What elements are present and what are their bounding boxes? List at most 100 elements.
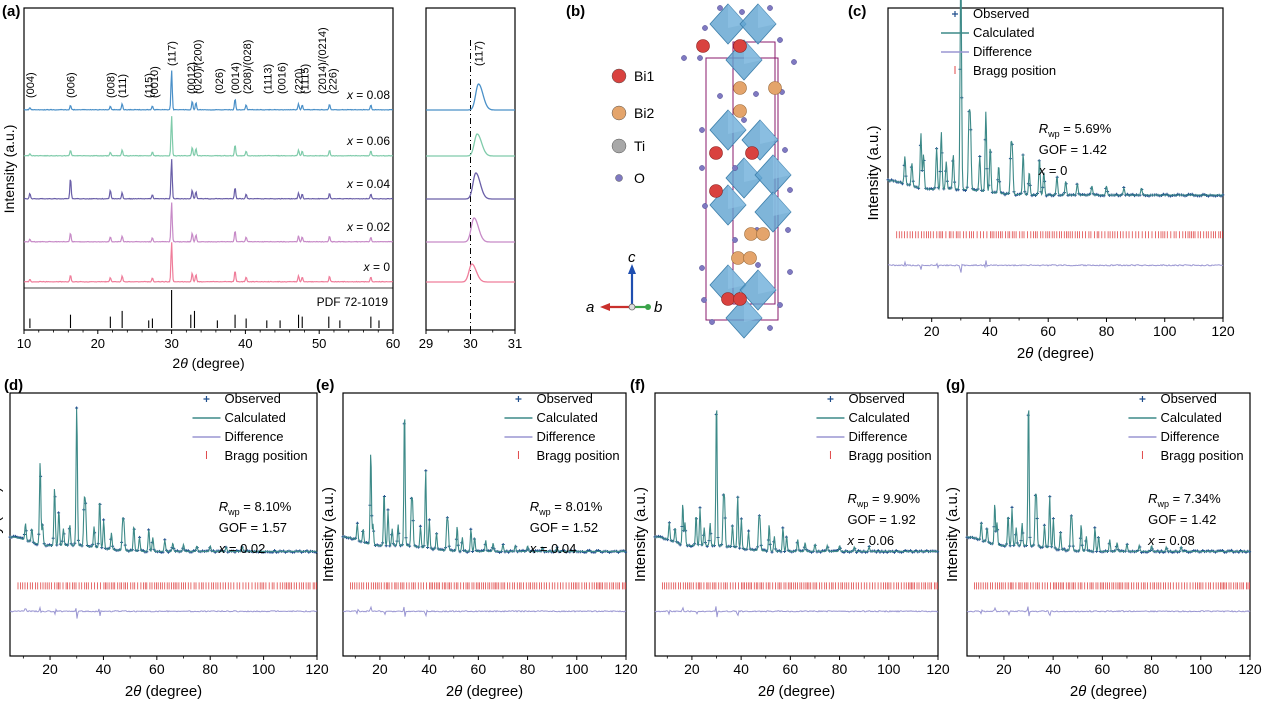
panel-f-legend-observed-label: Observed bbox=[848, 391, 904, 406]
panel-label-f: (f) bbox=[630, 377, 645, 394]
panel-f-rwp-text: Rwp = 9.90% bbox=[847, 491, 920, 509]
panel-d-legend-difference-label: Difference bbox=[224, 429, 283, 444]
panel-a-series-line bbox=[23, 242, 393, 283]
panel-d-gof-text: GOF = 1.57 bbox=[219, 520, 287, 535]
panel-f-x-text: x = 0.06 bbox=[846, 533, 894, 548]
panel-a-peak-label: (004) bbox=[25, 72, 37, 98]
panel-e-legend-difference-label: Difference bbox=[536, 429, 595, 444]
panel-c-difference-line bbox=[887, 260, 1224, 273]
panel-d-xtick-label: 120 bbox=[305, 661, 329, 677]
panel-f-xtick-label: 60 bbox=[783, 661, 799, 677]
panel-a-peak-label: (0016) bbox=[277, 62, 289, 94]
tio6-octahedron-face bbox=[744, 40, 762, 64]
panel-a-peak-label: (006) bbox=[65, 72, 77, 98]
oxygen-atom bbox=[791, 59, 797, 65]
tio6-octahedron-face bbox=[728, 185, 746, 209]
panel-d-legend-bragg-label: Bragg position bbox=[224, 448, 307, 463]
panel-g-bragg-ticks bbox=[974, 582, 1250, 590]
panel-c-xtick-label: 20 bbox=[924, 323, 940, 339]
oxygen-atom bbox=[767, 5, 773, 11]
panel-f-calculated-line bbox=[655, 410, 938, 552]
panel-g-xtick-label: 100 bbox=[1189, 661, 1213, 677]
panel-c-xtick-label: 100 bbox=[1153, 323, 1177, 339]
panel-a-peak-label: (008) bbox=[105, 72, 117, 98]
bi1-atom bbox=[696, 39, 710, 53]
axis-c-arrowhead bbox=[628, 264, 636, 274]
panel-a-peak-label: (0010) bbox=[149, 66, 161, 98]
panel-d-xtick-label: 20 bbox=[42, 661, 58, 677]
panel-label-e: (e) bbox=[316, 377, 334, 394]
panel-a-peak-label: (1113) bbox=[263, 64, 275, 94]
panel-e-xtick-label: 60 bbox=[471, 661, 487, 677]
panel-g-xlabel: 2θ (degree) bbox=[1070, 683, 1147, 700]
axis-b-label: b bbox=[654, 299, 662, 316]
panel-a-xtick-label: 20 bbox=[91, 336, 105, 351]
panel-a-peak-label: (0014) bbox=[230, 62, 242, 94]
panel-c-gof-text: GOF = 1.42 bbox=[1039, 142, 1107, 157]
panel-a-xrd-patterns: 10 20 30 40 50 60 2θ (degree) Intensity (a.u.) P… bbox=[1, 7, 400, 371]
panel-g-x-text: x = 0.08 bbox=[1147, 533, 1195, 548]
panel-c-legend-bragg-label: Bragg position bbox=[973, 63, 1056, 78]
tio6-octahedron-face bbox=[758, 270, 776, 294]
panel-e-gof-text: GOF = 1.52 bbox=[530, 520, 598, 535]
panel-f-xtick-label: 100 bbox=[877, 661, 901, 677]
bi1-atom bbox=[709, 146, 723, 160]
panel-f-xlabel: 2θ (degree) bbox=[758, 683, 835, 700]
panel-a-xtick-label: 40 bbox=[238, 336, 252, 351]
panel-e-ylabel: Intensity (a.u.) bbox=[320, 487, 337, 582]
panel-e-legend-bragg-label: Bragg position bbox=[536, 448, 619, 463]
panel-f-ylabel: Intensity (a.u.) bbox=[632, 487, 649, 582]
panel-e-rwp-text: Rwp = 8.01% bbox=[530, 499, 603, 517]
oxygen-atom bbox=[702, 203, 708, 209]
bi2-atom bbox=[733, 81, 747, 95]
panel-c-xtick-label: 40 bbox=[982, 323, 998, 339]
panel-label-g: (g) bbox=[946, 377, 965, 394]
panel-a-peak-label: (226) bbox=[327, 68, 339, 94]
oxygen-atom bbox=[702, 25, 708, 31]
tio6-octahedron-face bbox=[758, 4, 776, 28]
panel-g-legend-observed-label: Observed bbox=[1160, 391, 1216, 406]
panel-f-difference-line bbox=[654, 606, 939, 618]
panel-f-xtick-label: 20 bbox=[684, 661, 700, 677]
panel-label-c: (c) bbox=[848, 3, 866, 20]
panel-a-zoom-series-line bbox=[426, 263, 515, 283]
panel-f-rietveld: 20 40 60 80 100 120 2θ (degree) Intensity (a.u.… bbox=[632, 391, 950, 700]
panel-f-legend-bragg-label: Bragg position bbox=[848, 448, 931, 463]
panel-c-bragg-ticks bbox=[896, 231, 1223, 239]
oxygen-atom bbox=[753, 91, 759, 97]
panel-c-frame bbox=[887, 7, 1224, 319]
panel-d-xtick-label: 60 bbox=[149, 661, 165, 677]
panel-a-zoom-series-line bbox=[426, 83, 515, 111]
panel-a-zoom-series-line bbox=[426, 172, 515, 200]
panel-d-xtick-label: 100 bbox=[252, 661, 276, 677]
panel-label-a: (a) bbox=[2, 3, 20, 20]
panel-e-calculated-line bbox=[343, 419, 626, 552]
oxygen-atom bbox=[785, 227, 791, 233]
panel-a-zoom-xtick-label: 30 bbox=[463, 336, 477, 351]
panel-a-peak-label: (2014)/(0214) bbox=[317, 27, 329, 94]
bi2-atom bbox=[744, 227, 758, 241]
panel-d-xtick-label: 80 bbox=[202, 661, 218, 677]
panel-f-bragg-ticks bbox=[662, 582, 938, 590]
tio6-octahedron-face bbox=[728, 265, 746, 289]
legend-ti-atom bbox=[611, 138, 627, 154]
panel-g-legend-difference-label: Difference bbox=[1160, 429, 1219, 444]
legend-bi1-atom bbox=[611, 68, 627, 84]
panel-a-peak-label: (115) bbox=[144, 73, 156, 98]
panel-a-peak-label: (111) bbox=[117, 74, 129, 98]
panel-g-legend-observed-marker bbox=[1139, 396, 1146, 402]
panel-c-ylabel: Intensity (a.u.) bbox=[865, 125, 882, 220]
bi2-atom bbox=[756, 227, 770, 241]
panel-g-difference-line bbox=[966, 606, 1251, 617]
oxygen-atom bbox=[701, 297, 707, 303]
panel-a-zoom-series-line bbox=[426, 133, 515, 157]
panel-a-series-line bbox=[23, 70, 393, 111]
panel-d-legend-calculated-label: Calculated bbox=[224, 410, 285, 425]
panel-g-rietveld: 20 40 60 80 100 120 2θ (degree) Intensity (a.u.… bbox=[944, 391, 1262, 700]
bi2-atom bbox=[733, 104, 747, 118]
panel-a-xtick-label: 50 bbox=[312, 336, 326, 351]
tio6-octahedron-face bbox=[760, 120, 778, 144]
panel-a-series-line bbox=[23, 159, 394, 200]
panel-a-series-label: x = 0.02 bbox=[346, 220, 390, 234]
